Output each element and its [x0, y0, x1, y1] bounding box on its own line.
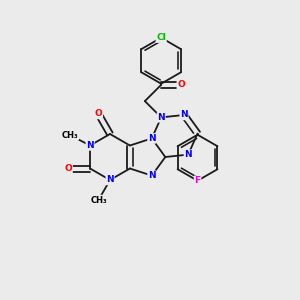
Text: CH₃: CH₃: [62, 131, 78, 140]
Text: F: F: [194, 176, 201, 185]
Text: O: O: [94, 110, 102, 118]
Text: N: N: [106, 176, 114, 184]
Text: N: N: [148, 171, 156, 180]
Text: O: O: [177, 80, 185, 89]
Text: N: N: [180, 110, 188, 119]
Text: N: N: [86, 141, 94, 150]
Text: Cl: Cl: [156, 33, 166, 42]
Text: O: O: [64, 164, 72, 173]
Text: CH₃: CH₃: [90, 196, 107, 205]
Text: N: N: [148, 134, 156, 143]
Text: N: N: [157, 113, 165, 122]
Text: N: N: [184, 150, 192, 159]
